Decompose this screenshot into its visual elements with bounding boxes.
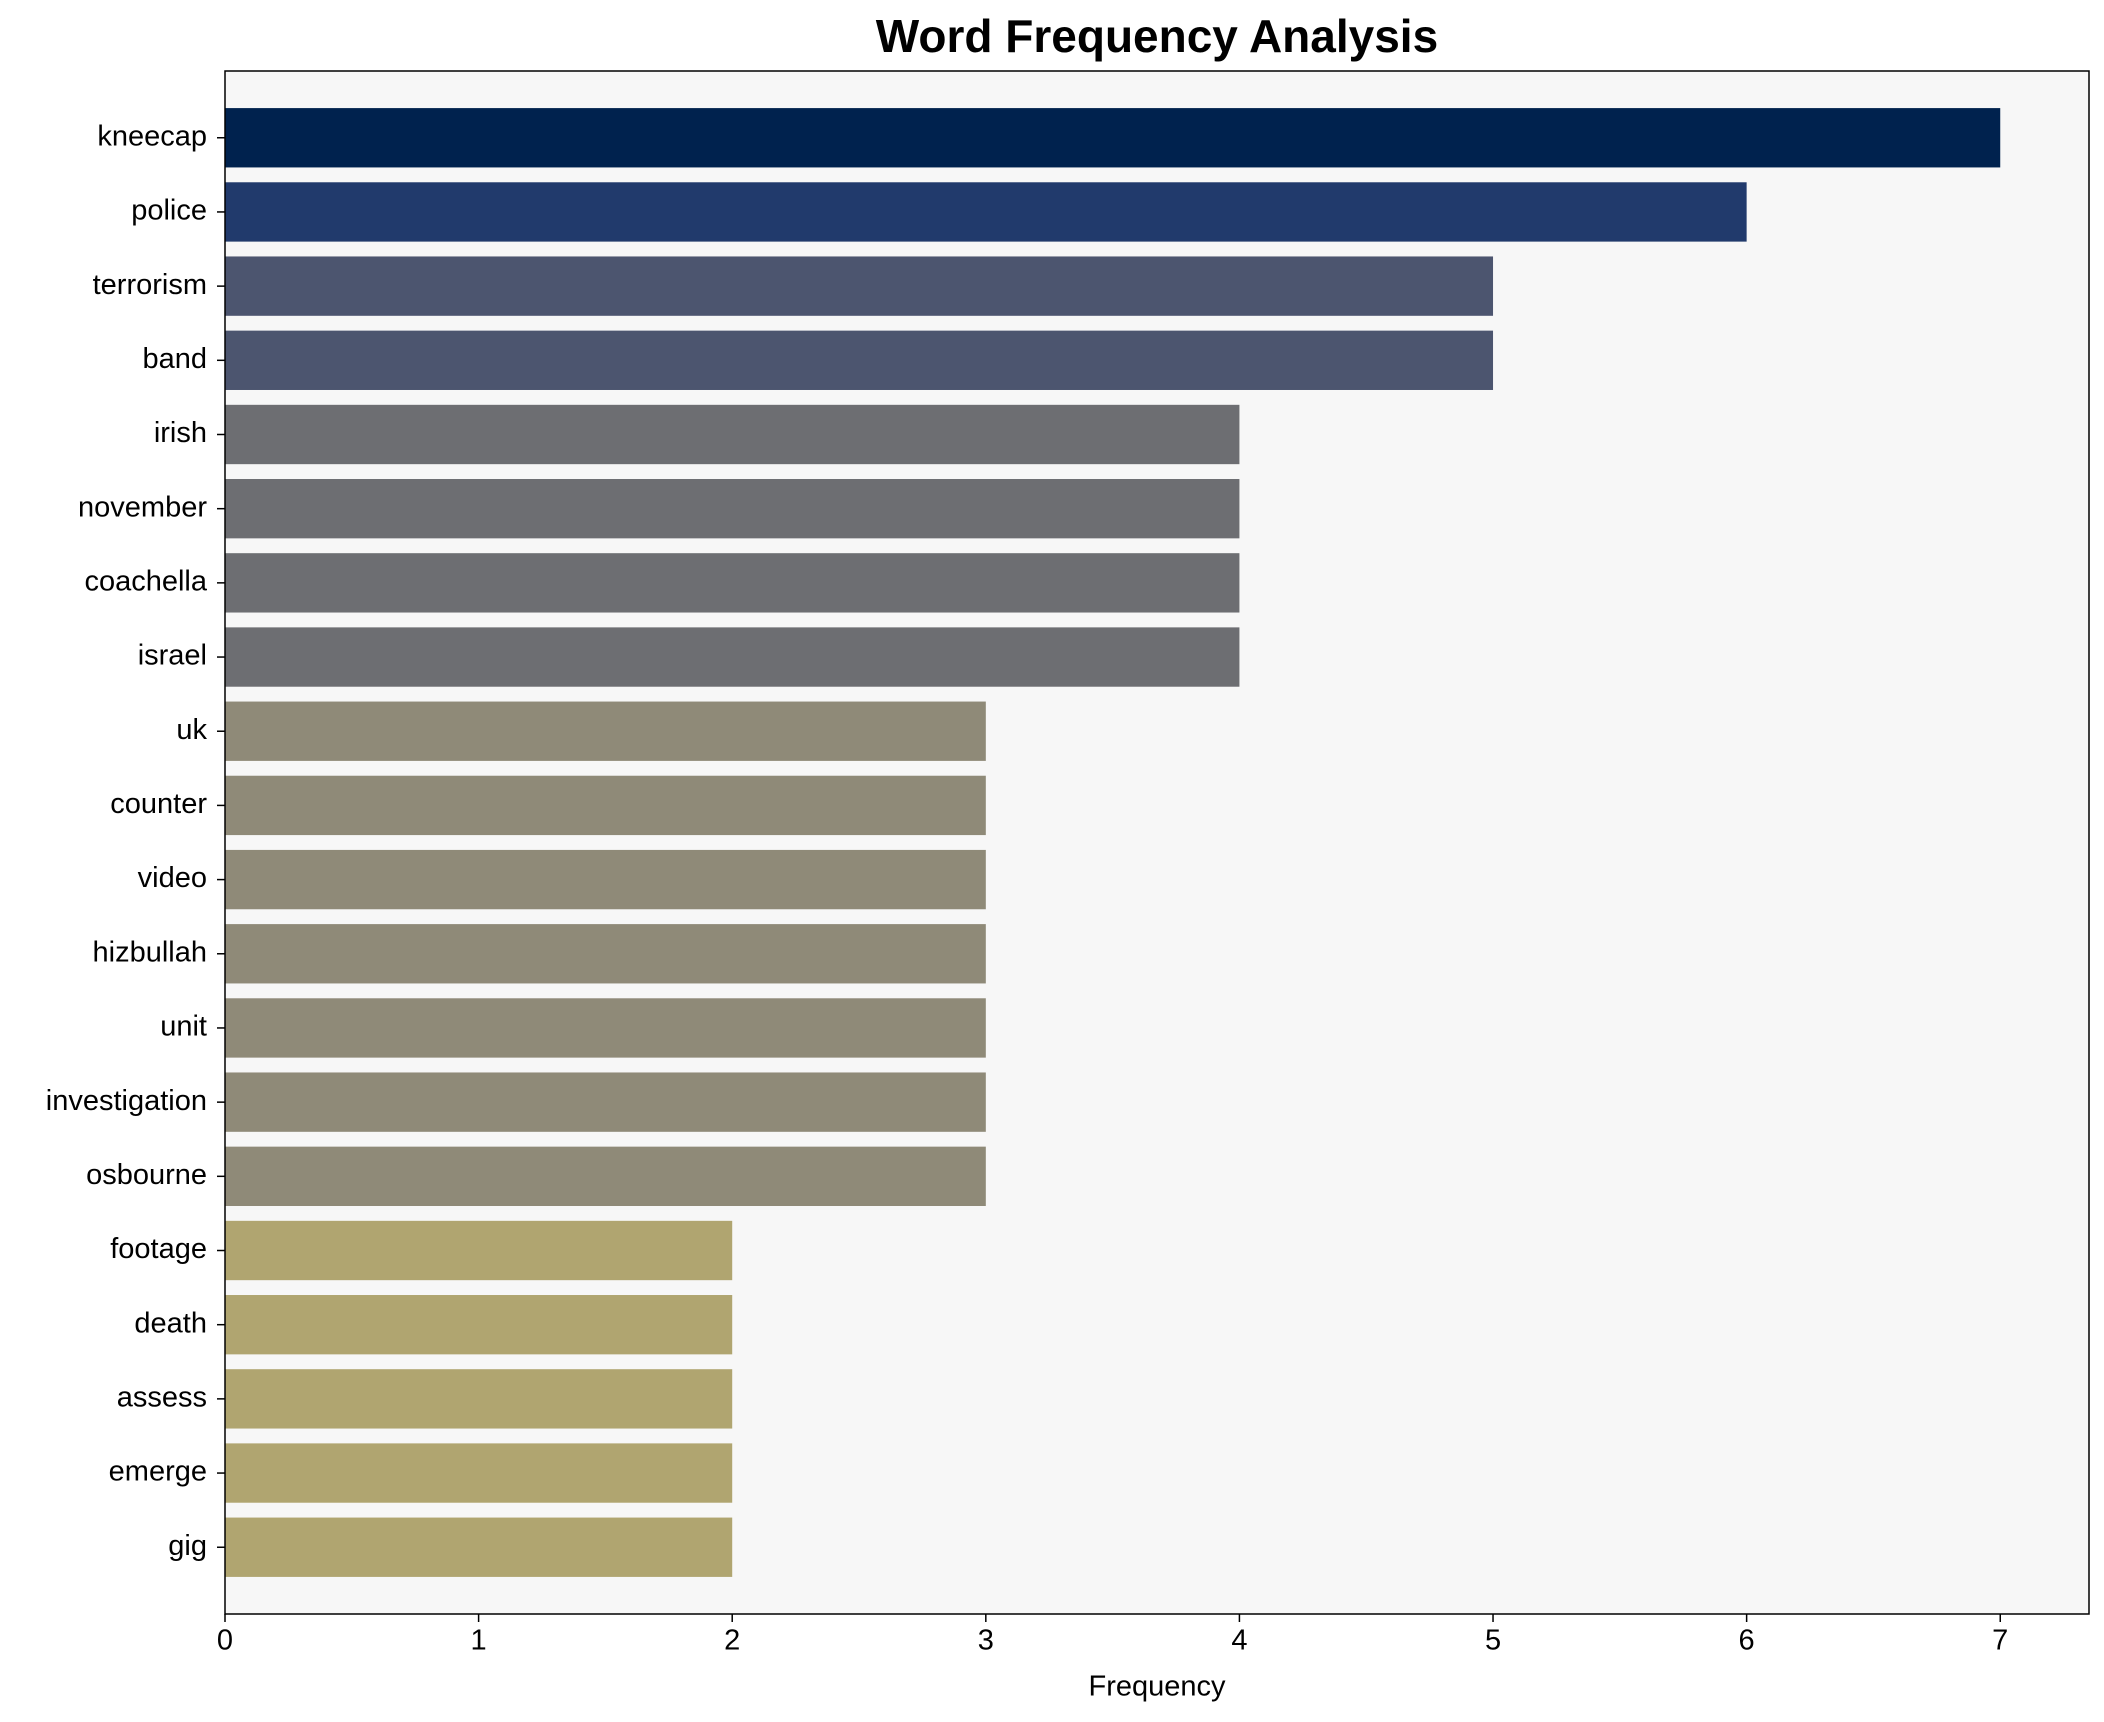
bar xyxy=(225,108,2001,168)
bar xyxy=(225,1220,733,1281)
x-tick-label: 1 xyxy=(471,1625,487,1657)
bar xyxy=(225,256,1494,316)
x-axis-label: Frequency xyxy=(1088,1671,1226,1703)
bar xyxy=(225,404,1240,465)
y-tick-label: unit xyxy=(160,1011,207,1043)
y-tick-label: gig xyxy=(168,1530,207,1562)
bar xyxy=(225,553,1240,613)
x-tick-label: 4 xyxy=(1231,1625,1247,1657)
y-tick-label: police xyxy=(131,195,207,227)
bar xyxy=(225,627,1240,687)
bar xyxy=(225,182,1747,242)
bar xyxy=(225,701,986,761)
x-tick-label: 7 xyxy=(1992,1625,2008,1657)
plot-frame xyxy=(224,70,2090,1615)
bar xyxy=(225,775,986,836)
x-tick-label: 3 xyxy=(978,1625,994,1657)
y-tick-label: osbourne xyxy=(86,1159,207,1191)
y-tick-label: band xyxy=(142,343,207,375)
y-tick-label: counter xyxy=(110,788,207,820)
chart-title: Word Frequency Analysis xyxy=(876,10,1438,62)
bar xyxy=(225,479,1240,539)
x-tick-label: 0 xyxy=(217,1625,233,1657)
y-tick-label: footage xyxy=(110,1233,207,1265)
y-tick-label: emerge xyxy=(109,1456,207,1488)
bar xyxy=(225,1369,733,1429)
bar xyxy=(225,924,986,984)
y-tick-label: israel xyxy=(138,640,207,672)
y-tick-label: uk xyxy=(176,714,207,746)
y-tick-label: hizbullah xyxy=(93,936,207,968)
bar xyxy=(225,330,1494,390)
plot-background xyxy=(225,71,2089,1614)
x-tick-label: 5 xyxy=(1485,1625,1501,1657)
y-tick-label: coachella xyxy=(84,566,207,598)
y-tick-label: irish xyxy=(154,417,207,449)
bar xyxy=(225,1295,733,1355)
bar xyxy=(225,1146,986,1206)
y-tick-label: assess xyxy=(117,1382,207,1414)
y-tick-label: video xyxy=(138,862,207,894)
y-tick-label: terrorism xyxy=(93,269,207,301)
y-tick-label: death xyxy=(134,1307,207,1339)
bar xyxy=(225,1072,986,1132)
y-tick-label: november xyxy=(78,491,207,523)
bar xyxy=(225,849,986,910)
bar xyxy=(225,1517,733,1577)
x-tick-label: 6 xyxy=(1739,1625,1755,1657)
y-tick-label: kneecap xyxy=(97,120,207,152)
bar xyxy=(225,998,986,1058)
x-tick-label: 2 xyxy=(724,1625,740,1657)
bar xyxy=(225,1443,733,1503)
y-tick-label: investigation xyxy=(46,1085,207,1117)
